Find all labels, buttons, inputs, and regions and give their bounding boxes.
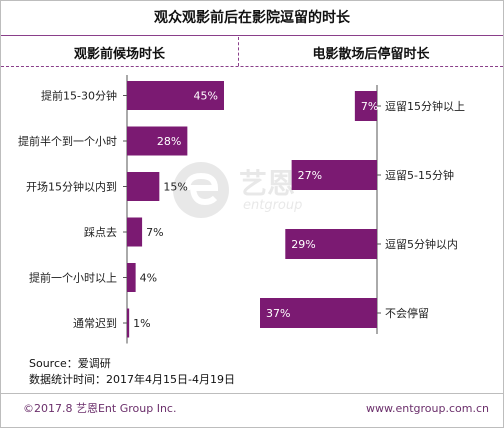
bar-charts: 提前15-30分钟 45% 提前半个到一个小时 28% 开场15分钟以内到 15% 踩点去 7… (18, 75, 465, 344)
left-value-label: 15% (163, 181, 187, 194)
right-value-label: 27% (298, 169, 322, 182)
right-category-label: 逗留5-15分钟 (385, 168, 454, 182)
title-divider (1, 35, 503, 36)
left-bar (127, 263, 136, 292)
left-category-label: 提前15-30分钟 (41, 89, 117, 103)
left-value-label: 7% (146, 226, 163, 239)
left-value-label: 28% (157, 135, 181, 148)
right-category-label: 不会停留 (385, 306, 429, 320)
left-category-label: 开场15分钟以内到 (26, 180, 117, 194)
header-divider (1, 66, 503, 67)
right-value-label: 37% (266, 307, 290, 320)
website-link[interactable]: www.entgroup.com.cn (366, 401, 489, 415)
source-note: Source：爱调研 数据统计时间：2017年4月15日-4月19日 (29, 356, 235, 388)
left-category-label: 踩点去 (84, 226, 117, 239)
right-value-label: 7% (361, 100, 378, 113)
right-bar (291, 160, 377, 190)
panel-header-divider (238, 37, 239, 66)
right-category-label: 逗留5分钟以内 (385, 237, 458, 251)
right-bar (285, 229, 377, 259)
left-category-label: 提前一个小时以上 (29, 271, 117, 285)
right-value-label: 29% (291, 238, 315, 251)
right-panel-title: 电影散场后停留时长 (312, 46, 430, 62)
left-bar (127, 308, 130, 338)
left-bar (127, 81, 224, 110)
right-bar (260, 298, 377, 328)
right-bar (354, 91, 377, 121)
footer-divider (1, 393, 503, 394)
left-panel-title: 观影前候场时长 (73, 46, 165, 62)
left-category-label: 通常迟到 (73, 317, 117, 330)
left-value-label: 4% (140, 272, 157, 285)
left-category-label: 提前半个到一个小时 (18, 134, 117, 148)
date-range-text: 数据统计时间：2017年4月15日-4月19日 (29, 373, 235, 386)
left-bar (127, 126, 188, 156)
source-text: Source：爱调研 (29, 357, 111, 370)
right-category-label: 逗留15分钟以上 (385, 99, 465, 113)
left-bar (127, 217, 143, 247)
chart-title: 观众观影前后在影院逗留的时长 (154, 10, 350, 26)
left-bar (127, 172, 160, 201)
left-value-label: 45% (194, 90, 218, 103)
copyright-text: ©2017.8 艺恩Ent Group Inc. (23, 402, 177, 415)
left-value-label: 1% (133, 317, 150, 330)
